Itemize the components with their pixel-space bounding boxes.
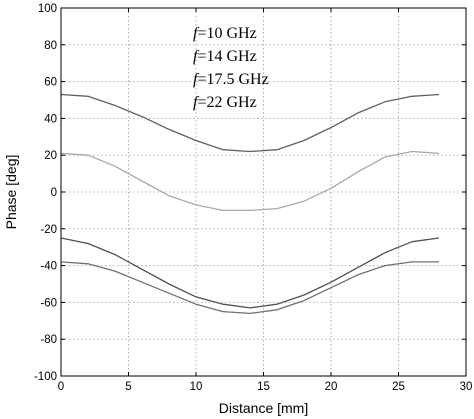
series-line-1 <box>60 93 440 153</box>
y-tick-label: 40 <box>44 113 57 125</box>
y-tick-label: 60 <box>44 77 57 89</box>
series-line-3 <box>60 237 440 309</box>
legend-entry-label: =10 GHz <box>197 25 256 42</box>
legend-entry-f: f <box>193 71 200 88</box>
y-tick-label: -40 <box>40 261 57 273</box>
y-tick-label: -60 <box>40 297 57 309</box>
legend-entry-label: =14 GHz <box>197 48 256 65</box>
series-line-2 <box>60 150 440 212</box>
x-tick-label: 15 <box>257 381 270 393</box>
legend-entry: f=17.5 GHz <box>193 71 269 88</box>
legend-entry: f=14 GHz <box>193 48 257 65</box>
legend-entry-label: =17.5 GHz <box>197 71 268 88</box>
y-tick-label: 20 <box>44 150 57 162</box>
legend-entry: f=10 GHz <box>193 25 257 42</box>
legend-entry-f: f <box>193 25 200 42</box>
y-tick-label: -80 <box>40 334 57 346</box>
legend-entry-f: f <box>193 94 200 111</box>
legend-entry: f=22 GHz <box>193 94 257 111</box>
x-tick-label: 0 <box>58 381 64 393</box>
legend-entry-label: =22 GHz <box>197 94 256 111</box>
x-tick-label: 25 <box>392 381 405 393</box>
y-tick-label: 80 <box>44 40 57 52</box>
x-axis-title: Distance [mm] <box>219 400 308 416</box>
legend-entry-f: f <box>193 48 200 65</box>
x-tick-label: 20 <box>325 381 338 393</box>
y-tick-label: -20 <box>40 224 57 236</box>
x-tick-label: 30 <box>460 381 473 393</box>
y-tick-label: 100 <box>38 3 57 15</box>
x-tick-label: 10 <box>190 381 203 393</box>
series-line-4 <box>60 261 439 315</box>
y-tick-label: 0 <box>51 187 57 199</box>
x-tick-label: 5 <box>125 381 131 393</box>
y-axis-title: Phase [deg] <box>3 155 19 230</box>
y-tick-label: -100 <box>34 371 57 383</box>
